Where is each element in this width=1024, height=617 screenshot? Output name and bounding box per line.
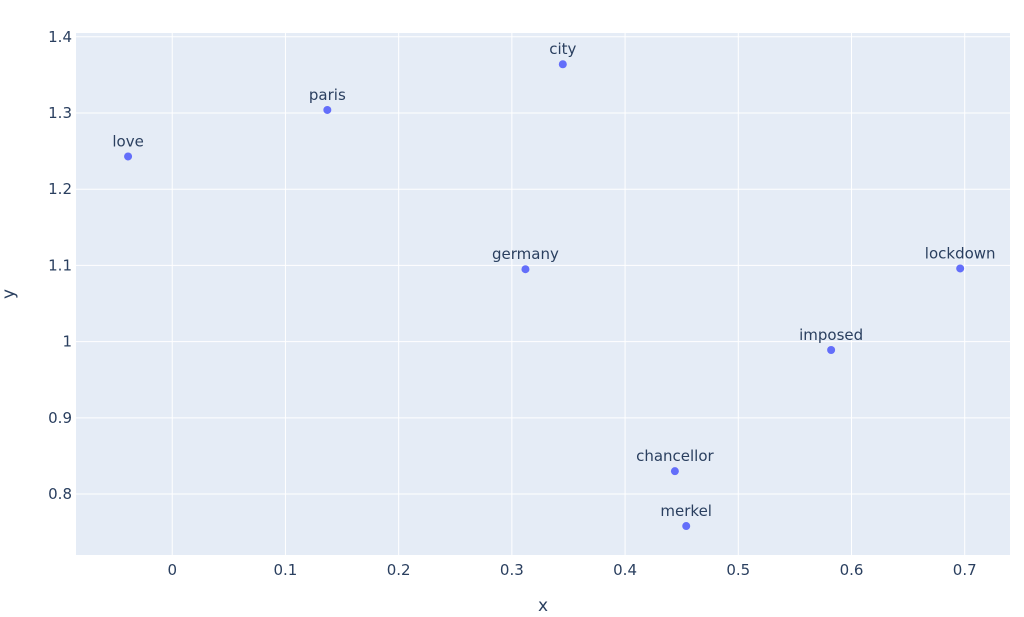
x-tick-label: 0.4 — [613, 561, 637, 579]
y-axis-title: y — [0, 289, 19, 299]
point-label-city: city — [549, 40, 576, 58]
y-tick-label: 1.2 — [48, 180, 72, 198]
x-tick-label: 0.3 — [500, 561, 524, 579]
x-tick-label: 0.7 — [953, 561, 977, 579]
point-label-germany: germany — [492, 245, 559, 263]
x-tick-label: 0 — [167, 561, 177, 579]
y-axis-ticks: 0.8 0.9 1 1.1 1.2 1.3 1.4 — [48, 28, 72, 503]
point-label-merkel: merkel — [660, 502, 712, 520]
y-tick-label: 1.1 — [48, 256, 72, 274]
scatter-point-germany[interactable] — [521, 265, 530, 274]
x-tick-label: 0.6 — [840, 561, 864, 579]
scatter-point-imposed[interactable] — [827, 346, 836, 355]
y-tick-label: 1.3 — [48, 104, 72, 122]
x-axis-ticks: 0 0.1 0.2 0.3 0.4 0.5 0.6 0.7 — [167, 561, 976, 579]
plot-background — [76, 33, 1010, 555]
x-tick-label: 0.5 — [726, 561, 750, 579]
scatter-point-love[interactable] — [124, 152, 133, 161]
x-axis-title: x — [538, 596, 548, 616]
scatter-point-city[interactable] — [558, 60, 567, 69]
point-label-chancellor: chancellor — [636, 447, 714, 465]
x-tick-label: 0.2 — [387, 561, 411, 579]
grid-lines — [76, 33, 1010, 555]
scatter-point-lockdown[interactable] — [956, 264, 965, 273]
x-tick-label: 0.1 — [274, 561, 298, 579]
point-label-imposed: imposed — [799, 326, 863, 344]
point-label-paris: paris — [309, 86, 346, 104]
data-points: love paris city germany lockdown imposed chanc… — [112, 40, 996, 531]
point-label-love: love — [112, 132, 143, 150]
scatter-point-chancellor[interactable] — [670, 467, 679, 476]
scatter-point-merkel[interactable] — [682, 522, 691, 531]
y-tick-label: 1 — [62, 333, 72, 351]
scatter-point-paris[interactable] — [323, 105, 332, 114]
y-tick-label: 0.9 — [48, 409, 72, 427]
point-label-lockdown: lockdown — [925, 244, 996, 262]
y-tick-label: 1.4 — [48, 28, 72, 46]
y-tick-label: 0.8 — [48, 485, 72, 503]
